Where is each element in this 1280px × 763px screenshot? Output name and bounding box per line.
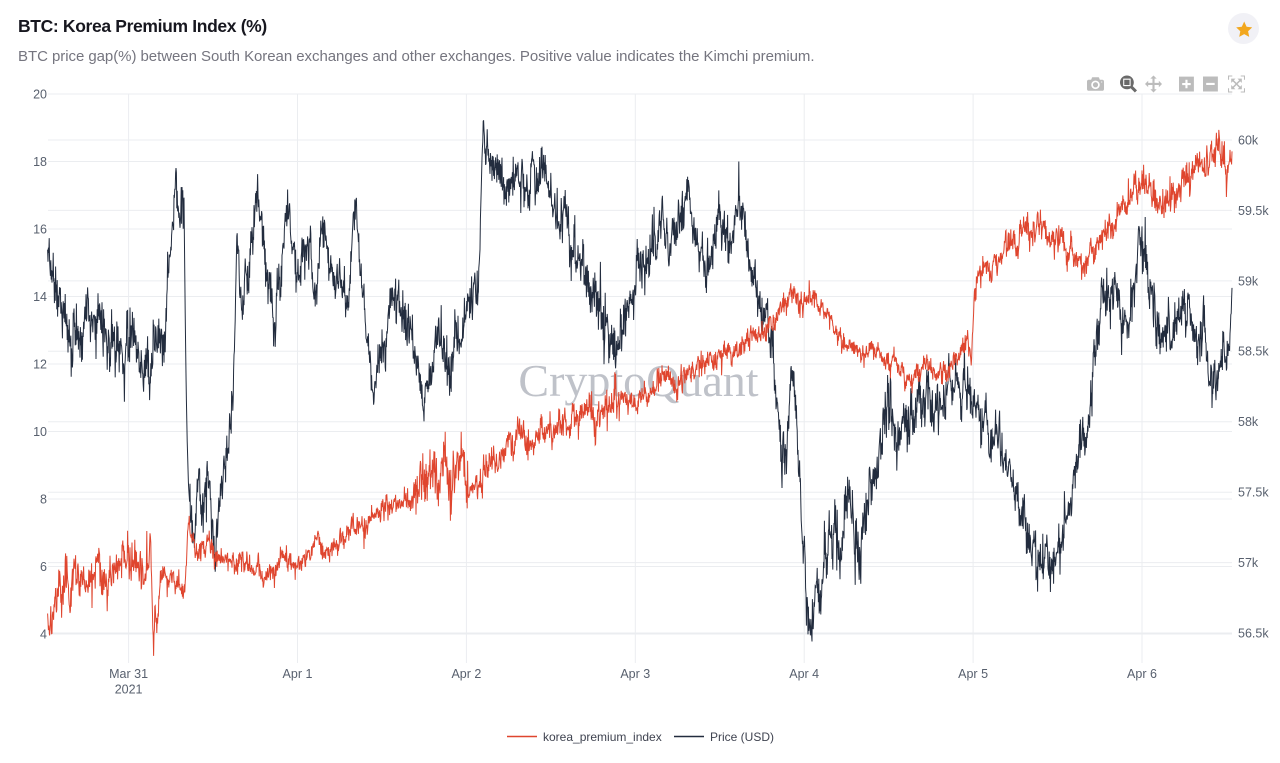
svg-text:57k: 57k	[1238, 556, 1259, 570]
svg-text:58k: 58k	[1238, 415, 1259, 429]
svg-text:18: 18	[33, 155, 47, 169]
svg-text:korea_premium_index: korea_premium_index	[543, 730, 662, 744]
svg-text:2021: 2021	[115, 683, 143, 697]
svg-text:60k: 60k	[1238, 133, 1259, 147]
svg-text:12: 12	[33, 357, 47, 371]
svg-text:Apr 5: Apr 5	[958, 667, 988, 681]
svg-text:Apr 2: Apr 2	[451, 667, 481, 681]
svg-text:Apr 4: Apr 4	[789, 667, 819, 681]
svg-text:Apr 3: Apr 3	[620, 667, 650, 681]
svg-text:20: 20	[33, 87, 47, 101]
svg-text:10: 10	[33, 425, 47, 439]
svg-text:14: 14	[33, 290, 47, 304]
svg-text:Apr 1: Apr 1	[283, 667, 313, 681]
svg-text:Price (USD): Price (USD)	[710, 730, 774, 744]
svg-text:6: 6	[40, 560, 47, 574]
svg-text:8: 8	[40, 492, 47, 506]
svg-text:59.5k: 59.5k	[1238, 204, 1269, 218]
svg-text:16: 16	[33, 222, 47, 236]
svg-text:56.5k: 56.5k	[1238, 626, 1269, 640]
svg-text:59k: 59k	[1238, 274, 1259, 288]
svg-text:4: 4	[40, 627, 47, 641]
svg-text:Mar 31: Mar 31	[109, 667, 148, 681]
svg-text:Apr 6: Apr 6	[1127, 667, 1157, 681]
svg-text:57.5k: 57.5k	[1238, 486, 1269, 500]
svg-text:58.5k: 58.5k	[1238, 345, 1269, 359]
